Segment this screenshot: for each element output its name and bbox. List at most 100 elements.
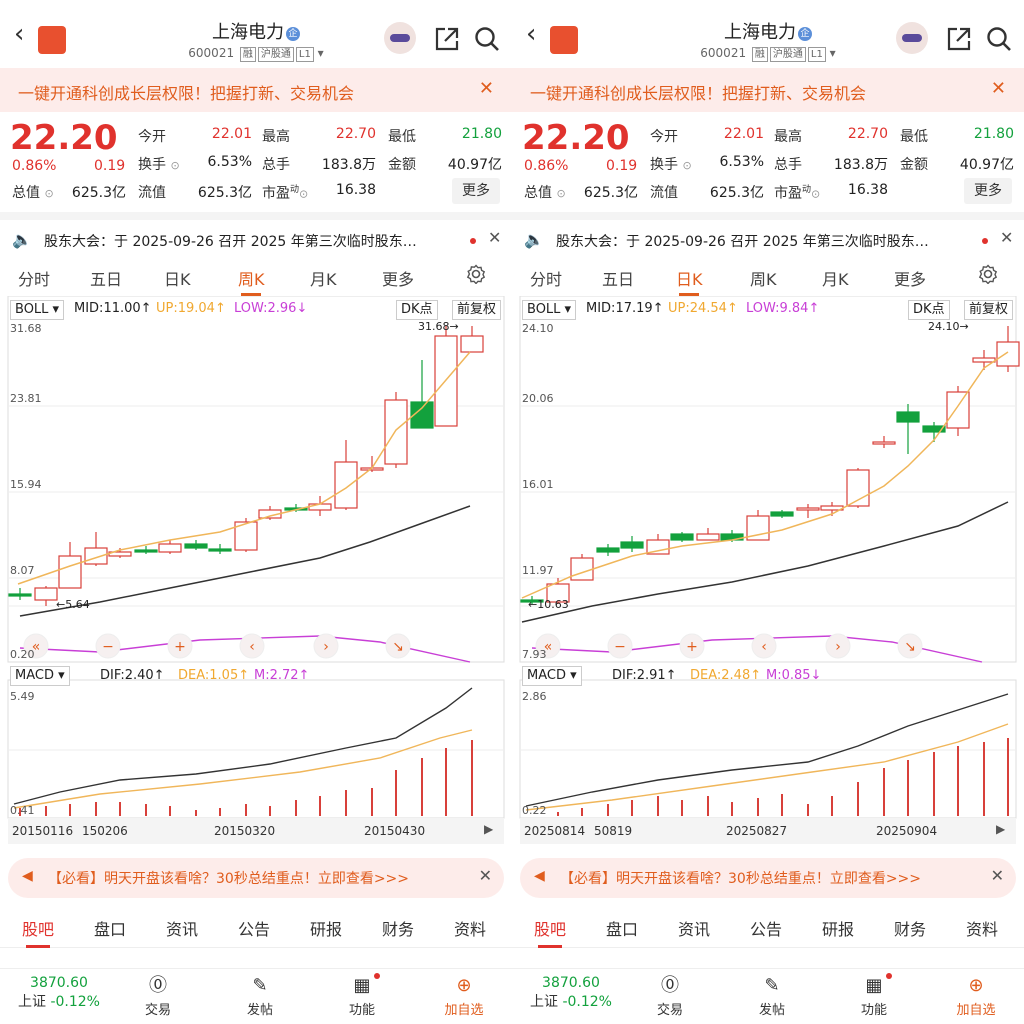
content-tab[interactable]: 资讯 (166, 920, 199, 939)
play-icon[interactable]: ▶ (996, 822, 1006, 836)
high-marker: 31.68→ (418, 320, 459, 333)
content-tab[interactable]: 股吧 (22, 916, 54, 948)
content-tab[interactable]: 公告 (238, 920, 271, 939)
price-axis-label: 24.10 (522, 322, 554, 335)
tab-period[interactable]: 日K (164, 270, 191, 289)
content-tab[interactable]: 财务 (382, 920, 415, 939)
dk-point-button[interactable]: DK点 (908, 300, 950, 320)
ad-banner[interactable]: ◀ 【必看】明天开盘该看啥？30秒总结重点！立即查看>>> ✕ (8, 858, 504, 898)
content-tab[interactable]: 盘口 (606, 920, 639, 939)
close-icon[interactable]: ✕ (478, 866, 492, 885)
more-button[interactable]: 更多 (452, 178, 500, 204)
function-button[interactable]: ▦ 功能 (332, 973, 392, 1018)
close-icon[interactable]: ✕ (478, 78, 494, 99)
macd-bar (631, 800, 633, 816)
indicator-select[interactable]: BOLL ▾ (522, 300, 577, 320)
macd-select[interactable]: MACD ▾ (522, 666, 582, 686)
content-tab[interactable]: 资料 (966, 920, 999, 939)
date-label: 20250904 (876, 824, 938, 838)
content-tab[interactable]: 盘口 (94, 920, 127, 939)
tab-period[interactable]: 月K (822, 270, 849, 289)
date-label: 20150320 (214, 824, 276, 838)
edit-icon: ✎ (252, 975, 268, 996)
tab-period[interactable]: 分时 (530, 270, 563, 289)
price-axis-label: 8.07 (10, 564, 35, 577)
function-button[interactable]: ▦ 功能 (844, 973, 904, 1018)
candle-body (570, 557, 594, 581)
close-icon[interactable]: ✕ (990, 78, 1006, 99)
macd-bar (421, 758, 423, 816)
close-icon[interactable]: ✕ (990, 866, 1004, 885)
candle-body (520, 599, 544, 603)
change-amount: 0.19 (94, 158, 126, 174)
date-label: 150206 (82, 824, 128, 838)
notice-bar[interactable]: 🔈 股东大会：于 2025-09-26 召开 2025 年第三次临时股东… ✕ (0, 212, 512, 254)
close-icon[interactable]: ✕ (488, 228, 502, 247)
share-icon[interactable] (434, 26, 460, 52)
content-tab[interactable]: 资讯 (678, 920, 711, 939)
play-icon[interactable]: ▶ (484, 822, 494, 836)
zoom-control-label: − (614, 639, 626, 655)
content-tab[interactable]: 股吧 (534, 916, 566, 948)
back-icon[interactable]: ‹ (526, 19, 537, 49)
content-tab[interactable]: 公告 (750, 920, 783, 939)
tab-period[interactable]: 周K (750, 270, 777, 289)
content-tabs: 股吧 盘口 资讯 公告 研报 财务 资料 (512, 908, 1024, 948)
search-icon[interactable] (474, 26, 500, 52)
adjust-button[interactable]: 前复权 (452, 300, 502, 320)
candle-body (334, 461, 358, 509)
more-button[interactable]: 更多 (964, 178, 1012, 204)
candle-body (208, 548, 232, 552)
tab-period[interactable]: 五日 (602, 270, 635, 289)
back-icon[interactable]: ‹ (14, 19, 25, 49)
gear-icon[interactable] (466, 264, 486, 284)
gear-icon[interactable] (978, 264, 998, 284)
content-tab[interactable]: 财务 (894, 920, 927, 939)
trade-button[interactable]: ⓪ 交易 (640, 973, 700, 1018)
close-icon[interactable]: ✕ (1000, 228, 1014, 247)
promo-banner[interactable]: 一键开通科创成长层权限！把握打新、交易机会 ✕ (0, 68, 512, 112)
post-button[interactable]: ✎ 发帖 (230, 973, 290, 1018)
avatar[interactable] (384, 22, 416, 54)
tab-period[interactable]: 月K (310, 270, 337, 289)
zoom-control-label: + (686, 639, 698, 655)
promo-banner[interactable]: 一键开通科创成长层权限！把握打新、交易机会 ✕ (512, 68, 1024, 112)
ad-banner[interactable]: ◀ 【必看】明天开盘该看啥？30秒总结重点！立即查看>>> ✕ (520, 858, 1016, 898)
trade-button[interactable]: ⓪ 交易 (128, 973, 188, 1018)
kline-chart[interactable]: « − + ‹ › ↘ (512, 296, 1024, 846)
macd-bar (19, 808, 21, 816)
avatar[interactable] (896, 22, 928, 54)
speaker-icon: 🔈 (12, 230, 32, 249)
content-tab[interactable]: 研报 (310, 920, 343, 939)
add-watchlist-button[interactable]: ⊕ 加自选 (946, 973, 1006, 1018)
tab-period[interactable]: 分时 (18, 270, 51, 289)
search-icon[interactable] (986, 26, 1012, 52)
tab-period[interactable]: 更多 (894, 270, 927, 289)
enterprise-tag-icon: 企 (286, 27, 300, 41)
content-tab[interactable]: 资料 (454, 920, 487, 939)
candle-body (410, 401, 434, 429)
content-tab[interactable]: 研报 (822, 920, 855, 939)
index-quote[interactable]: 3870.60 上证 -0.12% (18, 975, 100, 1010)
post-button[interactable]: ✎ 发帖 (742, 973, 802, 1018)
add-watchlist-button[interactable]: ⊕ 加自选 (434, 973, 494, 1018)
tab-period[interactable]: 日K (676, 266, 703, 296)
share-icon[interactable] (946, 26, 972, 52)
macd-select[interactable]: MACD ▾ (10, 666, 70, 686)
index-quote[interactable]: 3870.60 上证 -0.12% (530, 975, 612, 1010)
tab-period[interactable]: 周K (238, 266, 265, 296)
zoom-control-label: › (835, 639, 841, 655)
notice-bar[interactable]: 🔈 股东大会：于 2025-09-26 召开 2025 年第三次临时股东… ✕ (512, 212, 1024, 254)
adjust-button[interactable]: 前复权 (964, 300, 1014, 320)
kline-chart[interactable]: « − + ‹ › ↘ (0, 296, 512, 846)
dk-point-button[interactable]: DK点 (396, 300, 438, 320)
tab-period[interactable]: 更多 (382, 270, 415, 289)
zoom-control-label: + (174, 639, 186, 655)
quote-panel: 22.20 0.86% 0.19 今开 22.01 最高 22.70 最低 21.80… (0, 112, 512, 212)
dea-line (525, 723, 1009, 811)
tab-period[interactable]: 五日 (90, 270, 123, 289)
macd-axis-label: 0.22 (522, 804, 547, 817)
candle-body (58, 555, 82, 589)
indicator-select[interactable]: BOLL ▾ (10, 300, 65, 320)
zoom-control-icon (385, 633, 411, 659)
